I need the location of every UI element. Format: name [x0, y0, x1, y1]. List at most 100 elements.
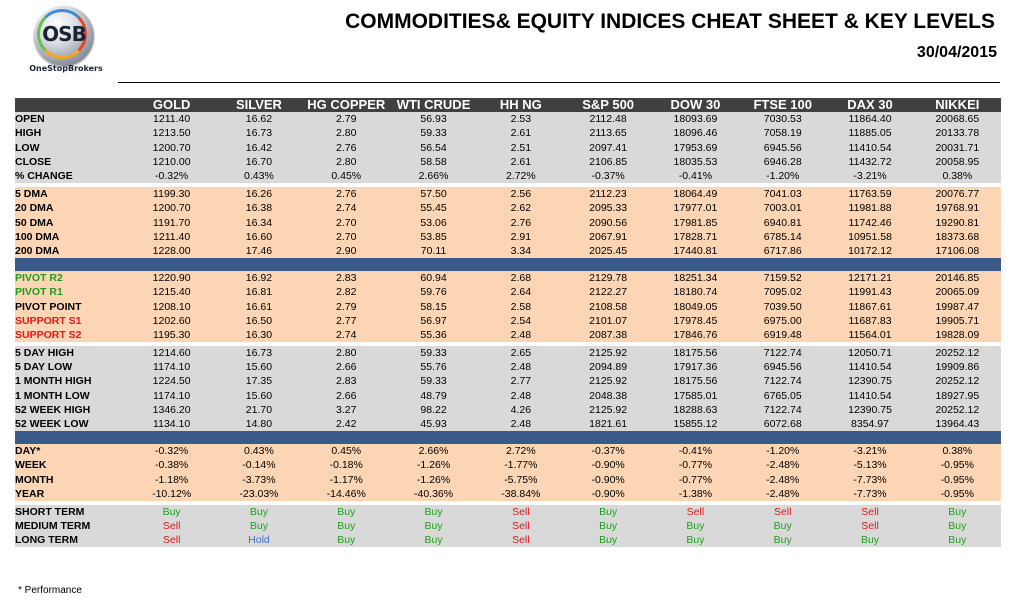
value-cell: 60.94	[389, 271, 478, 286]
column-header: GOLD	[128, 98, 216, 113]
table-row: 50 DMA 1191.70 16.34 2.70 53.06 2.76 2090.56 17…	[15, 215, 1001, 230]
value-cell: 2.68	[477, 271, 565, 286]
table-row: 100 DMA 1211.40 16.60 2.70 53.85 2.91 2067.91 1…	[15, 229, 1001, 244]
section-divider-band	[15, 258, 1001, 272]
value-cell: 6945.56	[739, 140, 827, 155]
value-cell: 8354.97	[826, 416, 914, 432]
value-cell: 2048.38	[564, 388, 652, 403]
row-label: 1 MONTH LOW	[15, 388, 128, 403]
value-cell: -0.41%	[651, 168, 740, 184]
value-cell: 1214.60	[128, 346, 216, 361]
value-cell: -2.48%	[739, 486, 827, 501]
row-label: 5 DMA	[15, 187, 128, 202]
value-cell: 2.76	[477, 215, 565, 230]
value-cell: 2112.23	[564, 187, 652, 202]
value-cell: -0.38%	[128, 458, 216, 473]
value-cell: 2106.85	[564, 154, 652, 169]
value-cell: 20031.71	[913, 140, 1001, 155]
value-cell: 2.42	[302, 416, 390, 432]
value-cell: -7.73%	[826, 486, 914, 501]
table-row: PIVOT R2 1220.90 16.92 2.83 60.94 2.68 2129.78…	[15, 271, 1001, 286]
value-cell: 1174.10	[128, 360, 216, 375]
value-cell: 56.93	[389, 112, 478, 127]
value-cell: 16.73	[215, 126, 303, 141]
value-cell: 1174.10	[128, 388, 216, 403]
value-cell: 2129.78	[564, 271, 652, 286]
value-cell: 17.46	[215, 243, 303, 259]
table-row: LOW 1200.70 16.42 2.76 56.54 2.51 2097.41 17953…	[15, 140, 1001, 155]
value-cell: 7058.19	[739, 126, 827, 141]
value-cell: -0.95%	[913, 458, 1001, 473]
value-cell: 20252.12	[913, 402, 1001, 417]
column-header: HH NG	[477, 98, 565, 113]
value-cell: 59.33	[389, 374, 478, 389]
value-cell: 15855.12	[651, 416, 740, 432]
row-label: LONG TERM	[15, 533, 128, 548]
value-cell: 53.06	[389, 215, 478, 230]
value-cell: 11864.40	[826, 112, 914, 127]
cheat-sheet-table: GOLD SILVER HG COPPER WTI CRUDE HH NG S&P 500…	[15, 98, 1001, 548]
table-row: 5 DMA 1199.30 16.26 2.76 57.50 2.56 2112.23 180…	[15, 187, 1001, 202]
value-cell: 2067.91	[564, 229, 652, 244]
value-cell: 17440.81	[651, 243, 740, 259]
value-cell: -0.77%	[651, 472, 740, 487]
row-label: 5 DAY HIGH	[15, 346, 128, 361]
value-cell: 20065.09	[913, 285, 1001, 300]
signal-cell: Sell	[477, 519, 565, 534]
value-cell: 11410.54	[826, 388, 914, 403]
value-cell: 2.74	[302, 327, 390, 342]
value-cell: 56.54	[389, 140, 478, 155]
value-cell: 1224.50	[128, 374, 216, 389]
table-row: SHORT TERM Buy Buy Buy Buy Sell Buy Sell Sell Sel…	[15, 504, 1001, 520]
value-cell: 1211.40	[128, 112, 216, 127]
value-cell: 13964.43	[913, 416, 1001, 432]
value-cell: 2025.45	[564, 243, 652, 259]
value-cell: 2.91	[477, 229, 565, 244]
value-cell: 1215.40	[128, 285, 216, 300]
row-label: PIVOT R2	[15, 271, 128, 286]
divider-cell	[15, 431, 1001, 445]
value-cell: 2.80	[302, 346, 390, 361]
value-cell: 2122.27	[564, 285, 652, 300]
column-header: DOW 30	[651, 98, 740, 113]
value-cell: 20076.77	[913, 187, 1001, 202]
value-cell: 11981.88	[826, 201, 914, 216]
value-cell: 19905.71	[913, 313, 1001, 328]
value-cell: 7122.74	[739, 402, 827, 417]
value-cell: 11742.46	[826, 215, 914, 230]
divider-cell	[15, 258, 1001, 272]
divider-cell	[15, 183, 1001, 188]
value-cell: 20252.12	[913, 346, 1001, 361]
table-row: SUPPORT S2 1195.30 16.30 2.74 55.36 2.48 2087.…	[15, 327, 1001, 342]
signal-cell: Buy	[215, 519, 303, 534]
table-row: DAY* -0.32% 0.43% 0.45% 2.66% 2.72% -0.37% -0.4…	[15, 444, 1001, 459]
signal-cell: Buy	[389, 504, 478, 520]
value-cell: 16.38	[215, 201, 303, 216]
value-cell: 16.42	[215, 140, 303, 155]
value-cell: 11885.05	[826, 126, 914, 141]
signal-cell: Buy	[739, 519, 827, 534]
table-row: WEEK -0.38% -0.14% -0.18% -1.26% -1.77% -0.90%…	[15, 458, 1001, 473]
value-cell: 17106.08	[913, 243, 1001, 259]
value-cell: 2113.65	[564, 126, 652, 141]
value-cell: 18251.34	[651, 271, 740, 286]
signal-cell: Sell	[477, 533, 565, 548]
value-cell: 12390.75	[826, 402, 914, 417]
value-cell: -7.73%	[826, 472, 914, 487]
value-cell: 2108.58	[564, 299, 652, 314]
column-header: DAX 30	[826, 98, 914, 113]
value-cell: 21.70	[215, 402, 303, 417]
row-label: 100 DMA	[15, 229, 128, 244]
value-cell: 16.73	[215, 346, 303, 361]
section-gap	[15, 500, 1001, 505]
value-cell: 2.70	[302, 215, 390, 230]
signal-cell: Sell	[826, 504, 914, 520]
value-cell: 3.34	[477, 243, 565, 259]
signal-cell: Buy	[564, 533, 652, 548]
value-cell: 17846.76	[651, 327, 740, 342]
value-cell: 11410.54	[826, 360, 914, 375]
value-cell: 20133.78	[913, 126, 1001, 141]
signal-cell: Buy	[302, 519, 390, 534]
table-row: 1 MONTH HIGH 1224.50 17.35 2.83 59.33 2.77 212…	[15, 374, 1001, 389]
table-row: 5 DAY LOW 1174.10 15.60 2.66 55.76 2.48 2094.8…	[15, 360, 1001, 375]
